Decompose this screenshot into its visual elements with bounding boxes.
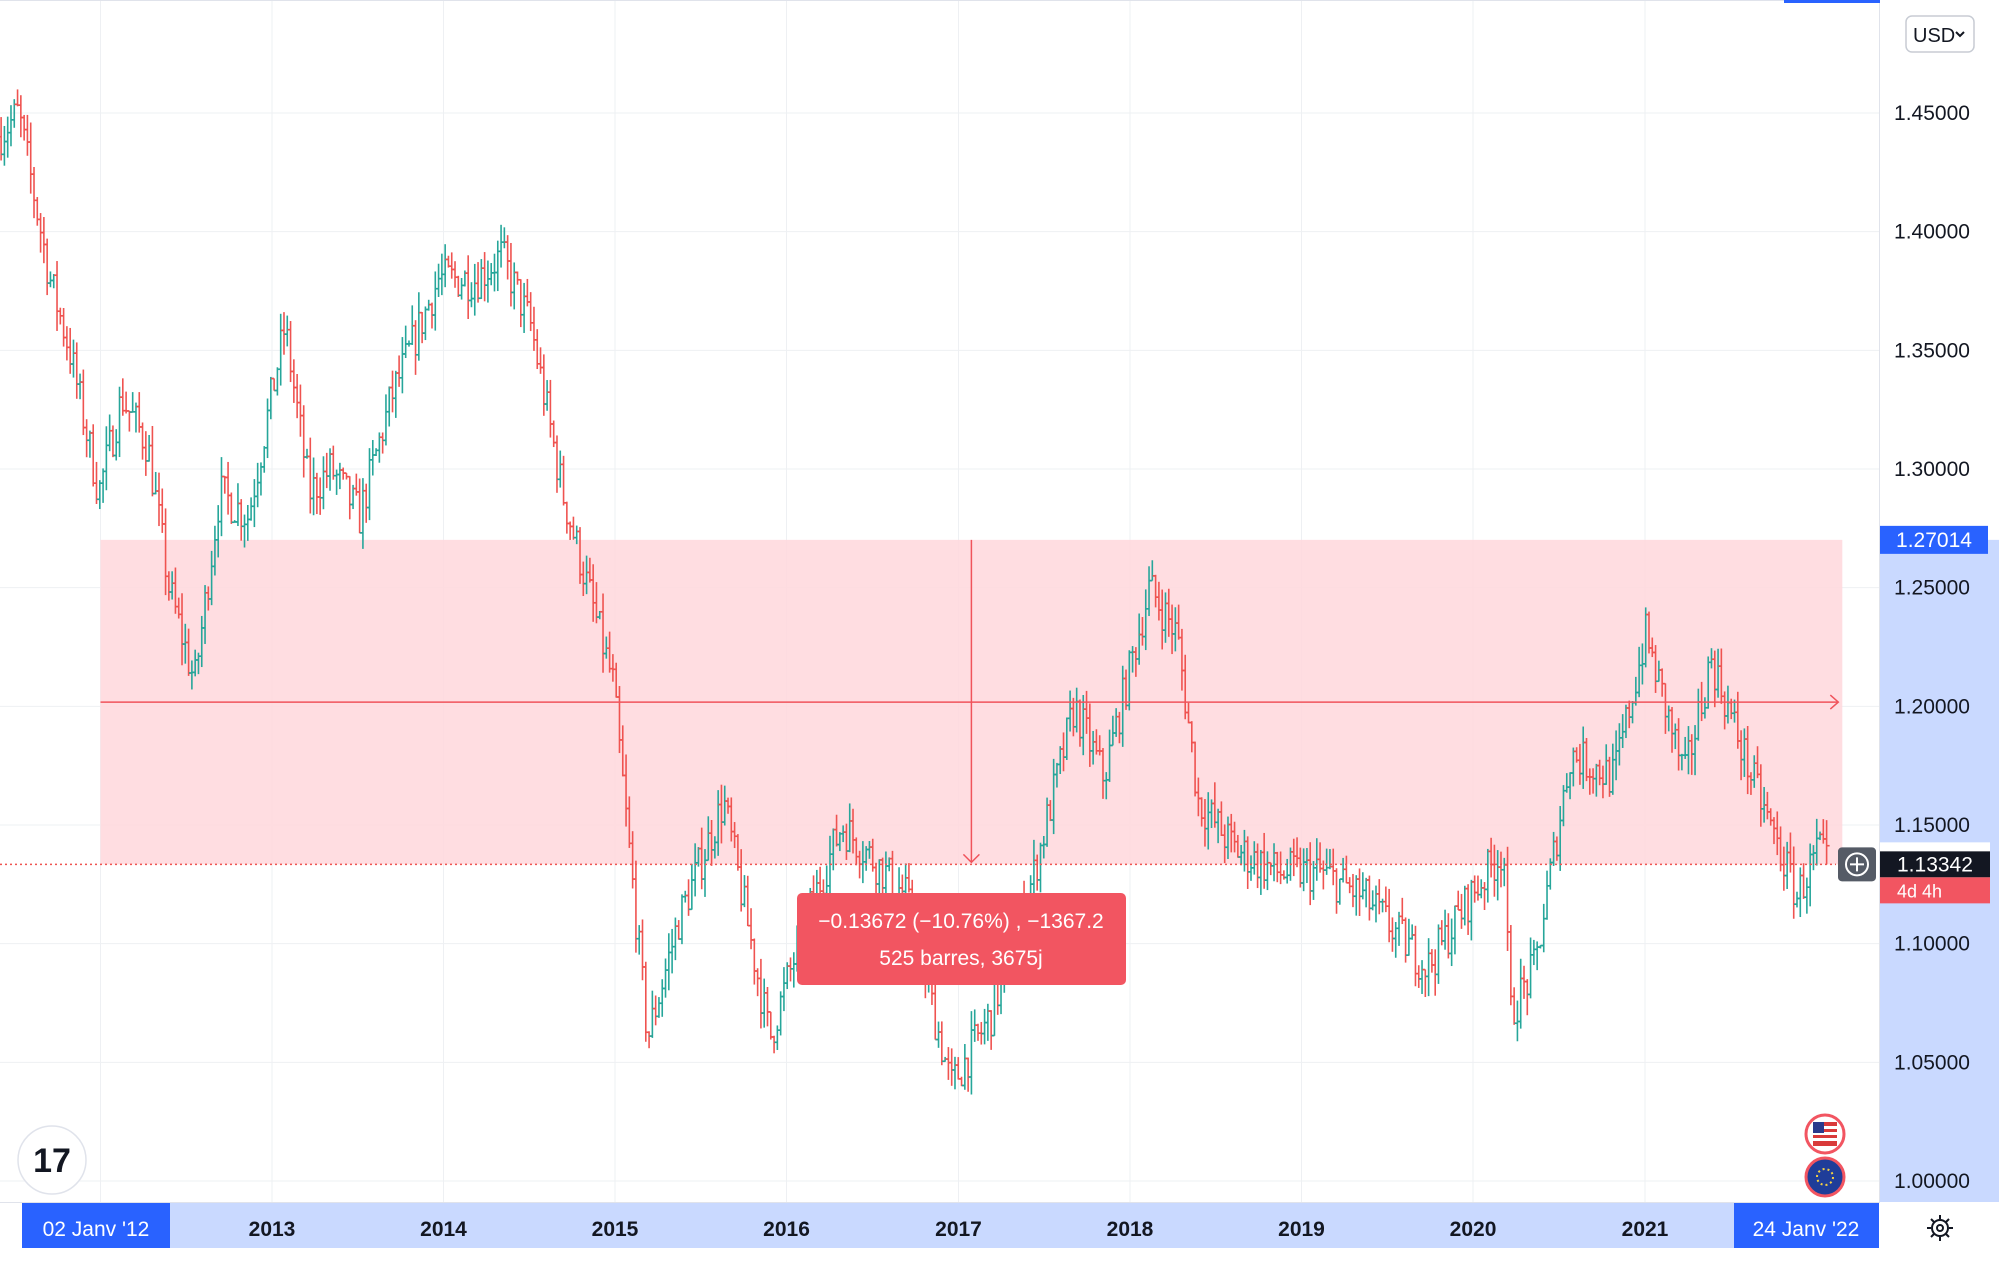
chevron-down-icon xyxy=(1955,31,1965,38)
y-tick-label: 1.10000 xyxy=(1894,933,1970,956)
candles xyxy=(0,89,1830,1095)
eu-flag-icon[interactable] xyxy=(1804,1156,1846,1198)
us-flag-icon[interactable] xyxy=(1804,1113,1846,1155)
measure-high-value: 1.27014 xyxy=(1896,529,1972,552)
current-price-value: 1.13342 xyxy=(1897,853,1973,876)
y-tick-label: 1.15000 xyxy=(1894,814,1970,837)
y-tick-label: 1.30000 xyxy=(1894,458,1970,481)
range-start-label: 02 Janv '12 xyxy=(43,1218,150,1241)
y-tick-label: 1.25000 xyxy=(1894,577,1970,600)
price-axis-ticks: 1.45000 1.40000 1.35000 1.30000 1.25000 1.200… xyxy=(1894,102,1970,1193)
y-tick-label: 1.45000 xyxy=(1894,102,1970,125)
tradingview-logo-icon: 17 xyxy=(33,1142,71,1180)
measure-down-arrow xyxy=(962,853,980,864)
range-end-badge: 24 Janv '22 xyxy=(1734,1203,1879,1248)
range-start-badge: 02 Janv '12 xyxy=(22,1203,170,1248)
measure-right-arrow xyxy=(1829,694,1840,710)
y-tick-label: 1.35000 xyxy=(1894,339,1970,362)
y-tick-label: 1.05000 xyxy=(1894,1051,1970,1074)
current-price-badge: 1.13342 4d 4h xyxy=(1880,842,1990,904)
top-scroll-indicator[interactable] xyxy=(1784,0,1880,3)
x-tick-label: 2018 xyxy=(1107,1218,1154,1241)
range-end-label: 24 Janv '22 xyxy=(1753,1218,1860,1241)
plus-circle-icon xyxy=(1845,852,1869,877)
y-tick-label: 1.20000 xyxy=(1894,695,1970,718)
tradingview-logo[interactable]: 17 xyxy=(17,1125,87,1195)
x-tick-label: 2016 xyxy=(763,1218,810,1241)
x-tick-label: 2014 xyxy=(420,1218,467,1241)
x-tick-label: 2021 xyxy=(1622,1218,1669,1241)
time-axis-ticks: 2013 2014 2015 2016 2017 2018 2019 2020 2021 xyxy=(249,1218,1669,1241)
time-axis-highlight xyxy=(100,1203,1880,1248)
add-alert-button[interactable] xyxy=(1838,847,1876,882)
x-tick-label: 2015 xyxy=(592,1218,639,1241)
x-tick-label: 2013 xyxy=(249,1218,296,1241)
currency-button[interactable]: USD xyxy=(1905,15,1975,53)
x-tick-label: 2017 xyxy=(935,1218,982,1241)
x-tick-label: 2020 xyxy=(1450,1218,1497,1241)
measure-high-badge: 1.27014 xyxy=(1880,525,1988,554)
countdown-value: 4d 4h xyxy=(1897,881,1942,901)
gear-icon xyxy=(1927,1215,1953,1241)
settings-button[interactable] xyxy=(1927,1215,1953,1241)
x-tick-label: 2019 xyxy=(1278,1218,1325,1241)
y-tick-label: 1.40000 xyxy=(1894,221,1970,244)
measure-label-line1: −0.13672 (−10.76%) , −1367.2 xyxy=(818,910,1103,933)
currency-label: USD xyxy=(1913,25,1955,47)
y-tick-label: 1.00000 xyxy=(1894,1170,1970,1193)
measure-label: −0.13672 (−10.76%) , −1367.2 525 barres,… xyxy=(797,893,1126,985)
measure-label-line2: 525 barres, 3675j xyxy=(879,947,1042,970)
